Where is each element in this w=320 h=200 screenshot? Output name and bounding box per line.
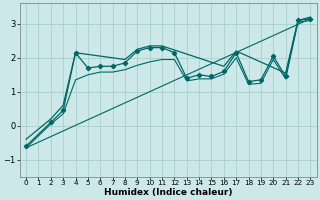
X-axis label: Humidex (Indice chaleur): Humidex (Indice chaleur)	[104, 188, 232, 197]
